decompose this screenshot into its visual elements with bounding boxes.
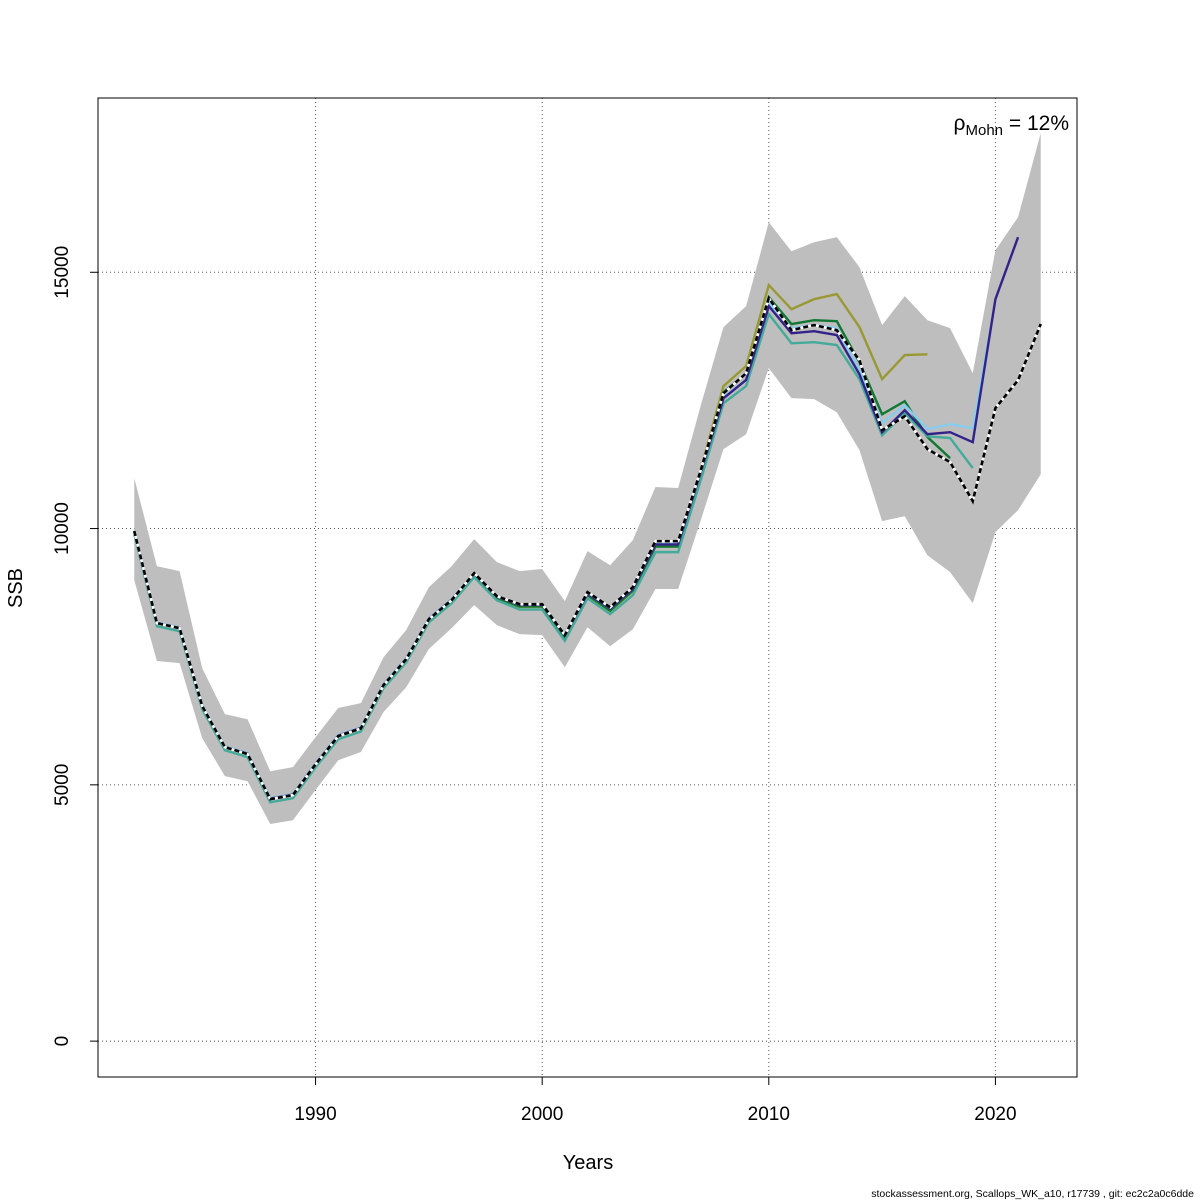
plot-frame [97, 97, 1078, 1078]
confidence-band [134, 133, 1041, 825]
x-axis-label: Years [563, 1152, 613, 1174]
x-tick-label: 2000 [521, 1104, 563, 1125]
axis-ticks: 1990 2000 2010 2020 0 5000 10000 15000 [52, 246, 1017, 1125]
rho-subscript: Mohn [966, 122, 1004, 139]
x-tick-label: 1990 [294, 1104, 336, 1125]
footer-text: stockassessment.org, Scallops_WK_a10, r1… [871, 1188, 1194, 1200]
x-tick-label: 2020 [974, 1104, 1016, 1125]
main-estimate-line [132, 295, 1042, 801]
y-tick-label: 0 [52, 1036, 73, 1047]
series-lines [132, 236, 1042, 804]
retro-peel-line-3 [133, 311, 974, 804]
mohn-rho-annotation: ρMohn = 12% [954, 112, 1069, 139]
y-tick-label: 5000 [52, 764, 73, 806]
y-tick-label: 15000 [52, 246, 73, 299]
rho-value: = 12% [1003, 112, 1069, 135]
y-tick-label: 10000 [52, 502, 73, 555]
y-axis-label: SSB [5, 568, 27, 608]
rho-symbol: ρ [954, 112, 966, 135]
x-tick-label: 2010 [748, 1104, 790, 1125]
confidence-band-area [134, 133, 1041, 825]
